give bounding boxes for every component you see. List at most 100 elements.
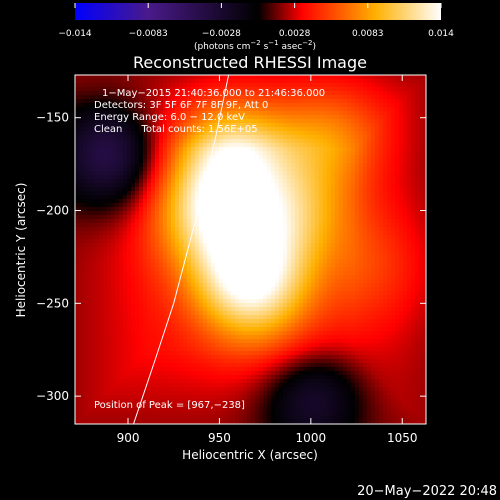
heatmap-cell xyxy=(227,227,232,232)
heatmap-cell xyxy=(187,95,192,100)
heatmap-cell xyxy=(411,247,416,252)
heatmap-cell xyxy=(419,179,424,184)
heatmap-cell xyxy=(147,119,152,124)
heatmap-cell xyxy=(411,163,416,168)
heatmap-cell xyxy=(119,127,124,132)
heatmap-cell xyxy=(111,187,116,192)
heatmap-cell xyxy=(215,115,220,120)
heatmap-cell xyxy=(407,243,412,248)
heatmap-cell xyxy=(419,167,424,172)
heatmap-cell xyxy=(415,243,420,248)
heatmap-cell xyxy=(155,155,160,160)
heatmap-cell xyxy=(191,163,196,168)
heatmap-cell xyxy=(419,127,424,132)
heatmap-cell xyxy=(347,91,352,96)
heatmap-cell xyxy=(127,123,132,128)
heatmap-cell xyxy=(83,183,88,188)
heatmap-cell xyxy=(307,91,312,96)
heatmap-cell xyxy=(379,127,384,132)
heatmap-cell xyxy=(367,75,372,80)
heatmap-cell xyxy=(231,247,236,252)
heatmap-cell xyxy=(159,227,164,232)
heatmap-cell xyxy=(271,163,276,168)
heatmap-cell xyxy=(175,203,180,208)
heatmap-cell xyxy=(291,263,296,268)
heatmap-cell xyxy=(319,283,324,288)
heatmap-cell xyxy=(347,107,352,112)
heatmap-cell xyxy=(271,243,276,248)
heatmap-cell xyxy=(167,195,172,200)
heatmap-cell xyxy=(315,75,320,80)
heatmap-cell xyxy=(343,267,348,272)
heatmap-cell xyxy=(251,127,256,132)
heatmap-cell xyxy=(287,279,292,284)
heatmap-cell xyxy=(83,87,88,92)
heatmap-cell xyxy=(259,127,264,132)
heatmap-cell xyxy=(219,159,224,164)
heatmap-cell xyxy=(259,135,264,140)
heatmap-cell xyxy=(127,151,132,156)
heatmap-cell xyxy=(239,227,244,232)
heatmap-cell xyxy=(207,111,212,116)
heatmap-cell xyxy=(139,163,144,168)
heatmap-cell xyxy=(343,175,348,180)
heatmap-cell xyxy=(339,235,344,240)
heatmap-cell xyxy=(79,295,84,300)
heatmap-cell xyxy=(167,287,172,292)
heatmap-cell xyxy=(279,263,284,268)
heatmap-cell xyxy=(359,171,364,176)
heatmap-cell xyxy=(291,239,296,244)
heatmap-cell xyxy=(187,259,192,264)
heatmap-cell xyxy=(119,235,124,240)
heatmap-cell xyxy=(275,151,280,156)
heatmap-cell xyxy=(167,215,172,220)
heatmap-cell xyxy=(379,227,384,232)
heatmap-cell xyxy=(351,75,356,80)
heatmap-cell xyxy=(247,175,252,180)
heatmap-cell xyxy=(87,211,92,216)
heatmap-cell xyxy=(135,99,140,104)
heatmap-cell xyxy=(107,151,112,156)
heatmap-cell xyxy=(139,131,144,136)
heatmap-cell xyxy=(407,111,412,116)
heatmap-cell xyxy=(219,151,224,156)
heatmap-cell xyxy=(311,163,316,168)
heatmap-cell xyxy=(375,223,380,228)
heatmap-cell xyxy=(383,171,388,176)
heatmap-cell xyxy=(423,143,426,148)
heatmap-cell xyxy=(123,99,128,104)
heatmap-cell xyxy=(307,291,312,296)
heatmap-cell xyxy=(99,155,104,160)
heatmap-cell xyxy=(295,111,300,116)
heatmap-cell xyxy=(107,171,112,176)
heatmap-cell xyxy=(103,111,108,116)
heatmap-cell xyxy=(299,251,304,256)
heatmap-cell xyxy=(375,115,380,120)
heatmap-cell xyxy=(219,139,224,144)
heatmap-cell xyxy=(311,99,316,104)
heatmap-cell xyxy=(203,87,208,92)
heatmap-cell xyxy=(183,267,188,272)
heatmap-cell xyxy=(335,123,340,128)
heatmap-cell xyxy=(147,267,152,272)
heatmap-cell xyxy=(391,227,396,232)
heatmap-cell xyxy=(387,215,392,220)
heatmap-cell xyxy=(103,135,108,140)
heatmap-cell xyxy=(111,247,116,252)
heatmap-cell xyxy=(339,219,344,224)
heatmap-cell xyxy=(423,123,426,128)
heatmap-cell xyxy=(103,275,108,280)
heatmap-cell xyxy=(355,255,360,260)
heatmap-cell xyxy=(187,123,192,128)
heatmap-cell xyxy=(187,247,192,252)
heatmap-cell xyxy=(375,155,380,160)
heatmap-cell xyxy=(423,183,426,188)
heatmap-cell xyxy=(175,291,180,296)
heatmap-cell xyxy=(399,227,404,232)
heatmap-cell xyxy=(331,183,336,188)
heatmap-cell xyxy=(83,219,88,224)
heatmap-cell xyxy=(311,287,316,292)
heatmap-cell xyxy=(283,271,288,276)
heatmap-cell xyxy=(135,87,140,92)
heatmap-cell xyxy=(283,143,288,148)
